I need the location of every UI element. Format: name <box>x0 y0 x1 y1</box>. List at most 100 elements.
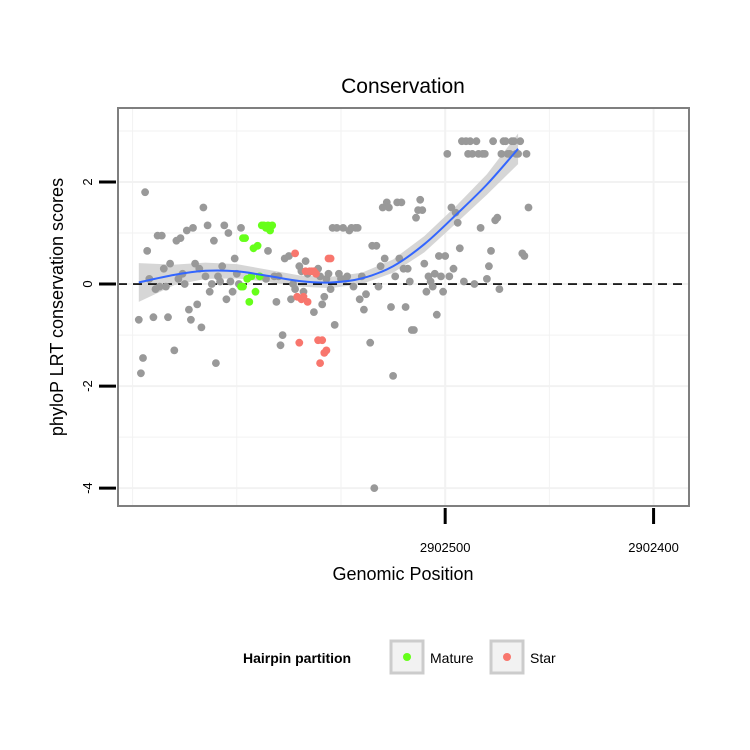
point-other <box>387 303 395 311</box>
point-star <box>318 336 327 345</box>
point-other <box>276 341 285 350</box>
smooth-line <box>138 148 519 284</box>
point-other <box>149 313 158 322</box>
point-other <box>143 247 152 255</box>
point-other <box>134 315 143 324</box>
series-star <box>291 249 335 367</box>
point-mature <box>245 298 254 306</box>
point-other <box>230 254 239 263</box>
point-other <box>437 272 445 281</box>
point-other <box>397 198 406 207</box>
series-mature <box>237 221 277 306</box>
point-other <box>432 310 441 319</box>
legend-title: Hairpin partition <box>243 650 351 666</box>
point-other <box>391 272 400 281</box>
point-other <box>343 272 352 281</box>
point-other <box>205 287 214 296</box>
point-other <box>495 285 504 293</box>
point-star <box>326 254 335 263</box>
point-other <box>216 277 225 286</box>
point-other <box>455 244 464 253</box>
x-tick-label: 2902400 <box>628 540 679 555</box>
panel-border <box>117 107 690 507</box>
point-other <box>355 295 364 304</box>
point-other <box>370 484 379 492</box>
point-other <box>362 290 370 299</box>
point-other <box>524 203 533 212</box>
point-other <box>170 346 179 355</box>
point-other <box>139 354 147 362</box>
point-other <box>497 150 506 158</box>
chart-title: Conservation <box>341 75 465 98</box>
point-mature <box>241 234 250 243</box>
point-other <box>224 229 233 237</box>
point-other <box>510 137 518 146</box>
legend-entry-star: Star <box>489 639 556 675</box>
point-other <box>237 224 245 232</box>
point-other <box>228 287 237 296</box>
point-other <box>516 137 525 146</box>
point-other <box>222 295 231 304</box>
point-other <box>449 264 458 273</box>
y-axis: 2 0 -2 -4 <box>80 178 116 494</box>
point-other <box>389 372 397 380</box>
point-star <box>291 249 299 258</box>
point-other <box>385 203 393 212</box>
point-other <box>422 287 431 296</box>
x-axis-title: Genomic Position <box>332 564 473 584</box>
point-other <box>320 292 329 301</box>
point-other <box>310 308 318 316</box>
point-other <box>476 224 485 232</box>
point-other <box>472 137 481 146</box>
point-other <box>349 282 358 291</box>
point-other <box>401 303 410 311</box>
point-other <box>182 226 191 235</box>
point-other <box>430 269 439 278</box>
point-other <box>262 275 270 283</box>
point-other <box>441 252 450 260</box>
point-other <box>470 280 479 288</box>
legend-dot-star <box>503 653 511 661</box>
point-other <box>326 285 335 293</box>
point-other <box>416 195 425 204</box>
point-other <box>159 264 168 273</box>
point-other <box>226 277 235 286</box>
x-axis: 2902500 2902400 <box>420 508 679 555</box>
point-other <box>353 224 362 232</box>
point-other <box>155 282 164 291</box>
point-other <box>137 369 145 378</box>
point-other <box>157 231 166 240</box>
x-tick-label: 2902500 <box>420 540 471 555</box>
point-other <box>501 137 510 146</box>
point-mature <box>268 221 277 230</box>
point-other <box>278 331 287 339</box>
point-other <box>176 234 185 243</box>
point-other <box>520 252 529 260</box>
point-other <box>453 218 462 227</box>
point-other <box>418 206 427 215</box>
point-other <box>187 315 195 324</box>
point-other <box>480 150 489 158</box>
point-mature <box>251 287 260 296</box>
point-other <box>493 213 502 222</box>
point-other <box>180 280 189 288</box>
point-other <box>410 326 418 334</box>
point-other <box>376 262 385 271</box>
point-other <box>428 282 437 291</box>
point-other <box>374 282 383 291</box>
smooth-trend-line <box>138 148 519 284</box>
point-other <box>220 221 229 230</box>
legend: Hairpin partition Mature Star <box>243 639 556 675</box>
point-other <box>405 277 414 286</box>
point-other <box>483 275 491 283</box>
point-other <box>197 323 206 332</box>
point-other <box>522 150 531 158</box>
y-axis-title: phyloP LRT conservation scores <box>47 178 67 436</box>
point-other <box>372 241 381 250</box>
point-other <box>162 282 170 291</box>
point-other <box>366 338 375 347</box>
point-star <box>303 298 312 306</box>
point-other <box>324 269 333 278</box>
point-other <box>285 252 293 260</box>
point-other <box>166 259 175 268</box>
